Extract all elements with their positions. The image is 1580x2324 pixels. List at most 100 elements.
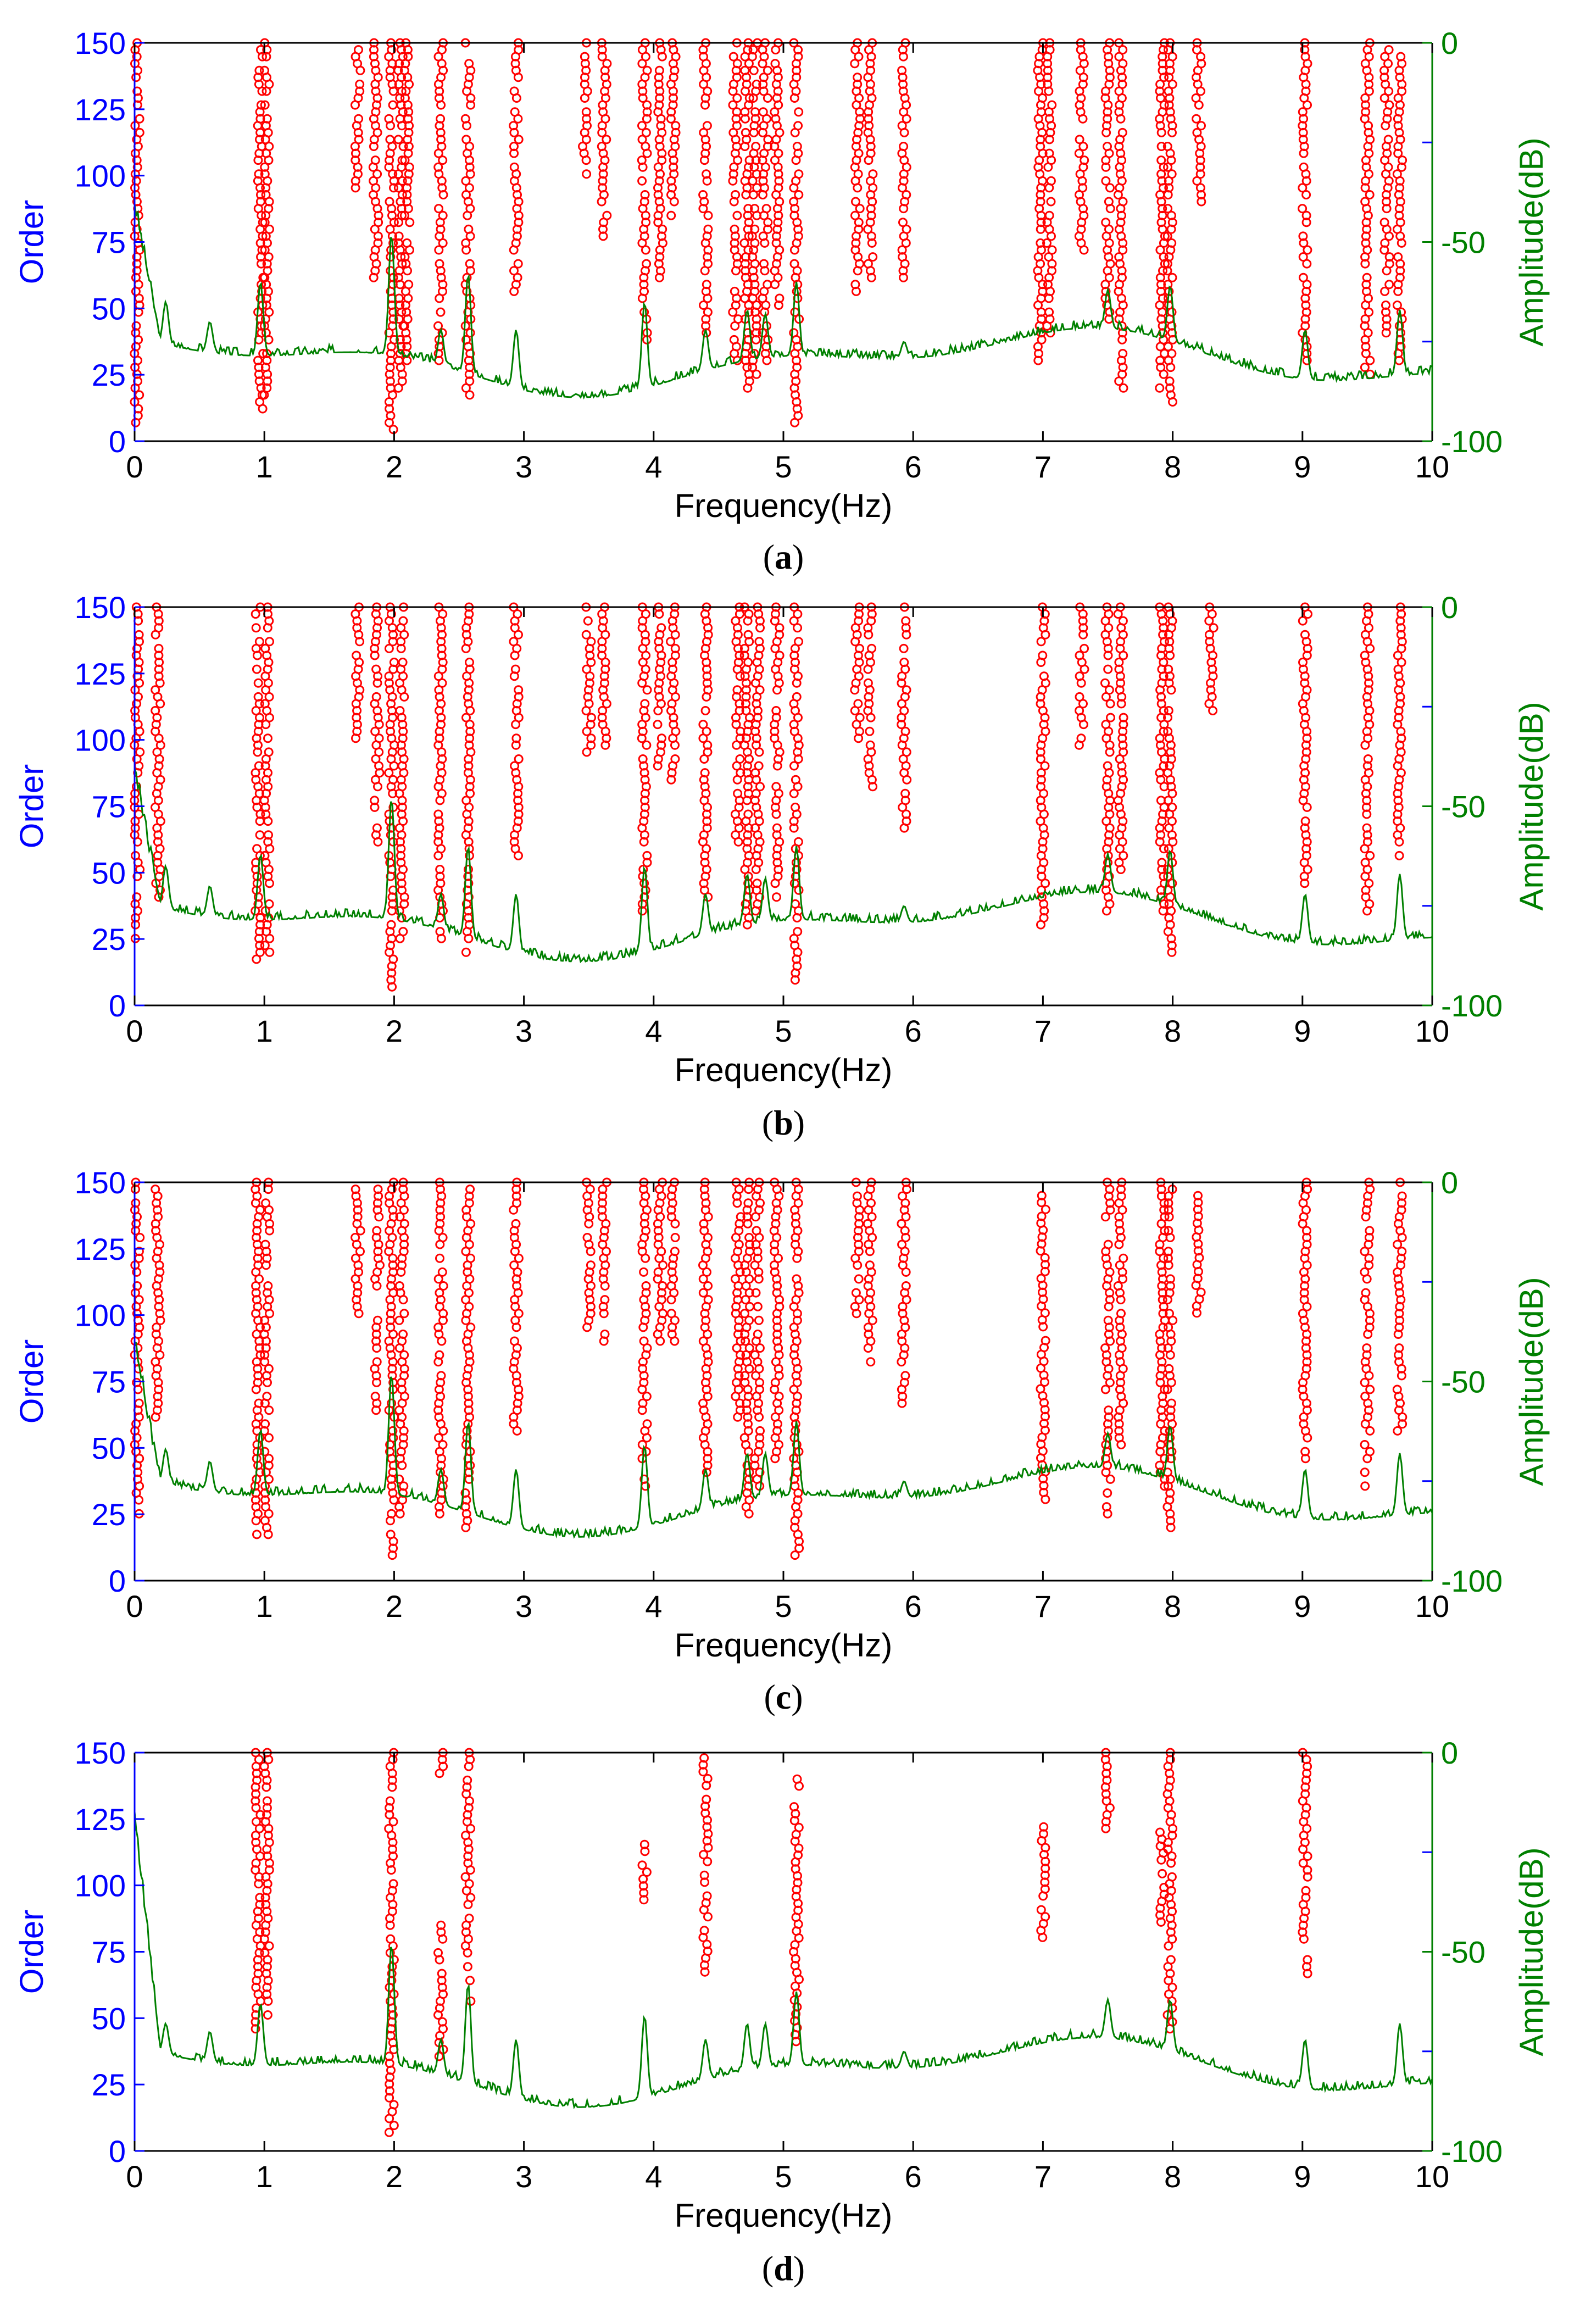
order-marker: [251, 623, 261, 633]
order-marker: [1303, 100, 1312, 110]
order-marker: [265, 933, 275, 943]
order-marker: [752, 775, 761, 785]
order-marker: [465, 231, 475, 241]
order-marker: [1100, 678, 1110, 688]
order-marker: [733, 837, 743, 847]
order-marker: [438, 1934, 448, 1944]
order-marker: [902, 630, 911, 640]
order-marker: [581, 706, 591, 715]
order-marker: [465, 390, 475, 400]
order-marker: [1361, 1212, 1371, 1222]
caption-letter: d: [774, 2249, 793, 2288]
order-tick-label: 150: [75, 1736, 126, 1770]
order-marker: [753, 1302, 763, 1311]
order-marker: [752, 369, 761, 379]
order-marker: [759, 210, 769, 220]
order-marker: [642, 1392, 652, 1402]
order-marker: [1163, 1844, 1173, 1854]
order-marker: [265, 879, 274, 888]
order-marker: [132, 837, 142, 847]
order-marker: [770, 879, 780, 888]
order-marker: [597, 52, 607, 62]
order-marker: [901, 1233, 911, 1242]
order-marker: [1167, 127, 1177, 137]
x-axis-label: Frequency(Hz): [675, 1052, 893, 1088]
order-marker: [1165, 651, 1175, 660]
x-tick-label: 1: [256, 2159, 273, 2194]
order-tick-label: 0: [109, 1564, 126, 1598]
order-marker: [741, 1336, 750, 1346]
order-marker: [770, 280, 780, 290]
order-marker: [748, 176, 758, 186]
order-marker: [1159, 761, 1169, 771]
x-tick-label: 5: [775, 1589, 792, 1624]
order-marker: [263, 733, 272, 743]
order-marker: [792, 913, 802, 922]
order-marker: [597, 1212, 607, 1222]
order-marker: [131, 1226, 141, 1236]
order-marker: [1382, 266, 1392, 276]
order-marker: [600, 740, 610, 750]
order-marker: [437, 1336, 447, 1346]
order-marker: [1365, 190, 1375, 199]
order-marker: [670, 1336, 680, 1346]
order-marker: [262, 86, 271, 96]
order-marker: [1303, 1433, 1312, 1443]
order-marker: [1046, 197, 1056, 207]
order-marker: [789, 761, 799, 771]
order-marker: [1299, 238, 1309, 248]
order-marker: [1302, 1302, 1312, 1311]
order-marker: [1105, 747, 1115, 757]
order-marker: [703, 1330, 713, 1339]
order-markers: [251, 1748, 1312, 2137]
panel-caption: (c): [764, 1677, 803, 1716]
order-marker: [265, 1309, 275, 1319]
order-marker: [790, 975, 800, 985]
order-marker: [730, 321, 740, 331]
order-marker: [385, 1920, 395, 1930]
order-marker: [438, 1426, 448, 1436]
order-tick-label: 0: [109, 2134, 126, 2169]
order-marker: [732, 775, 742, 785]
order-marker: [1074, 148, 1084, 158]
order-marker: [258, 349, 268, 358]
order-marker: [1300, 1454, 1310, 1464]
order-marker: [1361, 892, 1371, 902]
order-marker: [513, 73, 523, 82]
order-marker: [637, 678, 647, 688]
order-marker: [1042, 238, 1052, 248]
order-marker: [1197, 59, 1206, 69]
order-marker: [251, 1516, 261, 1526]
order-marker: [461, 1315, 471, 1325]
order-marker: [754, 1274, 764, 1284]
order-marker: [369, 273, 379, 282]
order-marker: [509, 245, 519, 255]
order-marker: [511, 720, 521, 730]
order-marker: [699, 301, 708, 310]
order-marker: [263, 1996, 273, 2006]
order-marker: [793, 1198, 803, 1208]
order-marker: [1303, 609, 1312, 619]
order-marker: [794, 1933, 804, 1943]
order-marker: [1192, 1308, 1201, 1318]
order-marker: [584, 1219, 594, 1228]
order-marker: [1209, 623, 1219, 633]
order-marker: [509, 148, 519, 158]
order-marker: [1038, 1932, 1048, 1942]
order-tick-label: 50: [92, 1431, 126, 1465]
order-marker: [433, 850, 443, 860]
order-marker: [261, 685, 271, 695]
order-marker: [374, 1212, 384, 1222]
order-marker: [1197, 197, 1206, 207]
order-marker: [754, 816, 764, 826]
order-marker: [731, 266, 741, 276]
amplitude-tick-label: -100: [1441, 1564, 1503, 1598]
order-marker: [389, 2121, 399, 2131]
order-marker: [733, 1412, 743, 1422]
x-tick-label: 8: [1164, 449, 1181, 484]
order-marker: [258, 404, 268, 414]
order-marker: [1302, 651, 1312, 660]
order-marker: [774, 1371, 784, 1381]
order-tick-label: 50: [92, 855, 126, 890]
order-marker: [760, 266, 770, 276]
